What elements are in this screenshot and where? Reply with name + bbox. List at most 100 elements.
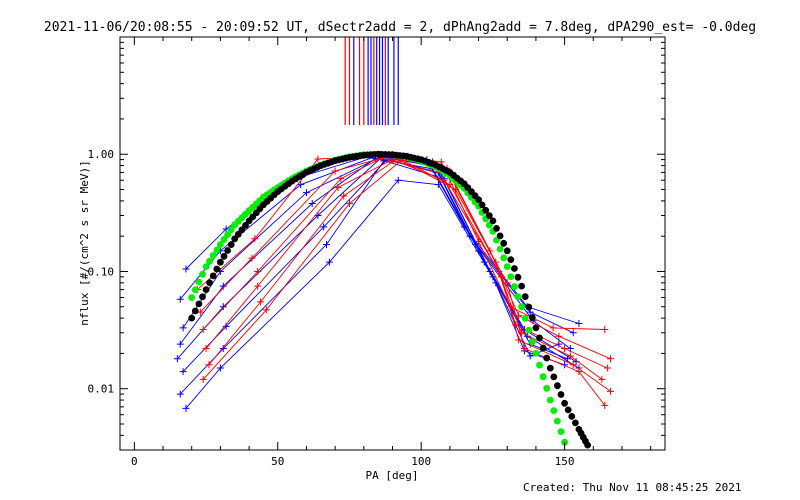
fit-point xyxy=(521,315,529,322)
fit-point xyxy=(500,239,508,247)
chart-title: 2021-11-06/20:08:55 - 20:09:52 UT, dSect… xyxy=(44,20,756,35)
fit-point xyxy=(514,293,522,301)
data-point xyxy=(452,186,460,194)
fit-point xyxy=(514,273,522,281)
data-point xyxy=(205,361,213,369)
fit-point xyxy=(206,257,214,265)
data-point xyxy=(176,390,184,398)
data-point xyxy=(179,368,187,376)
fit-point xyxy=(217,258,224,266)
fit-point xyxy=(227,226,235,234)
data-point xyxy=(569,329,577,337)
data-point xyxy=(345,199,353,207)
data-point xyxy=(176,340,184,348)
fit-point xyxy=(550,407,558,414)
series-red-5 xyxy=(205,154,614,395)
fit-point xyxy=(557,428,565,435)
fit-point xyxy=(224,247,232,254)
fit-point xyxy=(518,303,525,311)
fit-point xyxy=(525,326,533,334)
data-point xyxy=(561,345,569,353)
fit-point xyxy=(500,254,508,262)
fit-point xyxy=(213,265,221,273)
data-point xyxy=(340,192,348,200)
fit-point xyxy=(496,232,504,240)
data-point xyxy=(262,306,270,314)
fit-point xyxy=(528,338,536,346)
fit-point xyxy=(525,303,533,311)
fit-point xyxy=(550,373,558,381)
data-point xyxy=(182,404,190,412)
data-point xyxy=(202,345,210,353)
data-point xyxy=(520,345,528,353)
data-point xyxy=(566,352,574,360)
y-axis-label: nflux [#/(cm^2 s sr MeV)] xyxy=(78,160,91,326)
fit-point xyxy=(485,212,493,220)
fit-point xyxy=(554,382,561,390)
fit-point xyxy=(199,293,206,301)
fit-point xyxy=(557,391,565,398)
data-point xyxy=(515,336,523,344)
fit-point xyxy=(543,354,551,362)
x-tick-label: 0 xyxy=(131,455,138,468)
data-point xyxy=(526,352,534,360)
created-timestamp: Created: Thu Nov 11 08:45:25 2021 xyxy=(523,481,742,494)
fit-point xyxy=(518,282,525,290)
data-point xyxy=(555,332,563,340)
data-point xyxy=(173,355,181,363)
data-point xyxy=(323,240,331,248)
x-tick-label: 50 xyxy=(271,455,284,468)
data-point xyxy=(320,223,328,231)
fit-point xyxy=(503,263,511,270)
fit-point xyxy=(209,272,217,280)
fit-point xyxy=(536,361,543,369)
fit-point xyxy=(511,265,518,272)
fit-point xyxy=(195,278,203,286)
data-point xyxy=(549,324,557,332)
data-point xyxy=(604,364,612,372)
fit-point xyxy=(507,256,515,263)
data-point xyxy=(607,355,614,363)
data-point xyxy=(446,181,454,189)
fit-point xyxy=(568,413,576,420)
y-tick-label: 1.00 xyxy=(88,148,115,161)
fit-point xyxy=(496,245,504,253)
data-point xyxy=(314,155,322,163)
fit-point xyxy=(220,236,228,243)
series-blue-8 xyxy=(182,176,563,412)
data-point xyxy=(607,387,614,395)
fit-point xyxy=(202,286,210,293)
created-label: Created: Thu Nov 11 08:45:25 2021 xyxy=(523,481,742,494)
data-point xyxy=(598,375,606,383)
fit-point xyxy=(584,441,591,449)
series-fit-black xyxy=(188,150,591,449)
series-red-6 xyxy=(199,157,609,409)
fit-point xyxy=(532,324,540,332)
fit-point xyxy=(539,344,547,352)
data-point xyxy=(248,254,256,262)
fit-point xyxy=(528,314,536,321)
fit-point xyxy=(191,307,199,315)
data-point xyxy=(575,319,583,327)
data-point xyxy=(254,282,262,290)
data-point xyxy=(219,303,227,311)
fit-point xyxy=(564,406,572,414)
fit-point xyxy=(503,247,511,255)
fit-point xyxy=(493,225,500,232)
fit-point xyxy=(511,283,518,291)
data-point xyxy=(219,345,227,353)
fit-point xyxy=(539,373,547,381)
data-point xyxy=(297,181,305,189)
data-point xyxy=(555,340,563,348)
series-line xyxy=(185,179,560,409)
fit-point xyxy=(224,231,232,239)
x-axis-label: PA [deg] xyxy=(366,469,419,482)
fit-point xyxy=(209,252,217,259)
fit-point xyxy=(507,273,515,281)
data-point xyxy=(334,184,342,192)
fit-point xyxy=(220,252,228,260)
data-point xyxy=(179,324,187,332)
fit-point xyxy=(227,241,235,249)
data-point xyxy=(216,364,224,372)
